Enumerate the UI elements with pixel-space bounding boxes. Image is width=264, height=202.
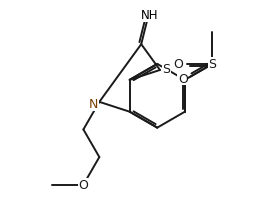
Text: O: O (173, 58, 183, 71)
Text: NH: NH (141, 9, 158, 22)
Text: S: S (209, 58, 216, 71)
Text: O: O (178, 72, 188, 85)
Text: N: N (89, 98, 98, 111)
Text: S: S (162, 63, 171, 76)
Text: O: O (78, 178, 88, 191)
